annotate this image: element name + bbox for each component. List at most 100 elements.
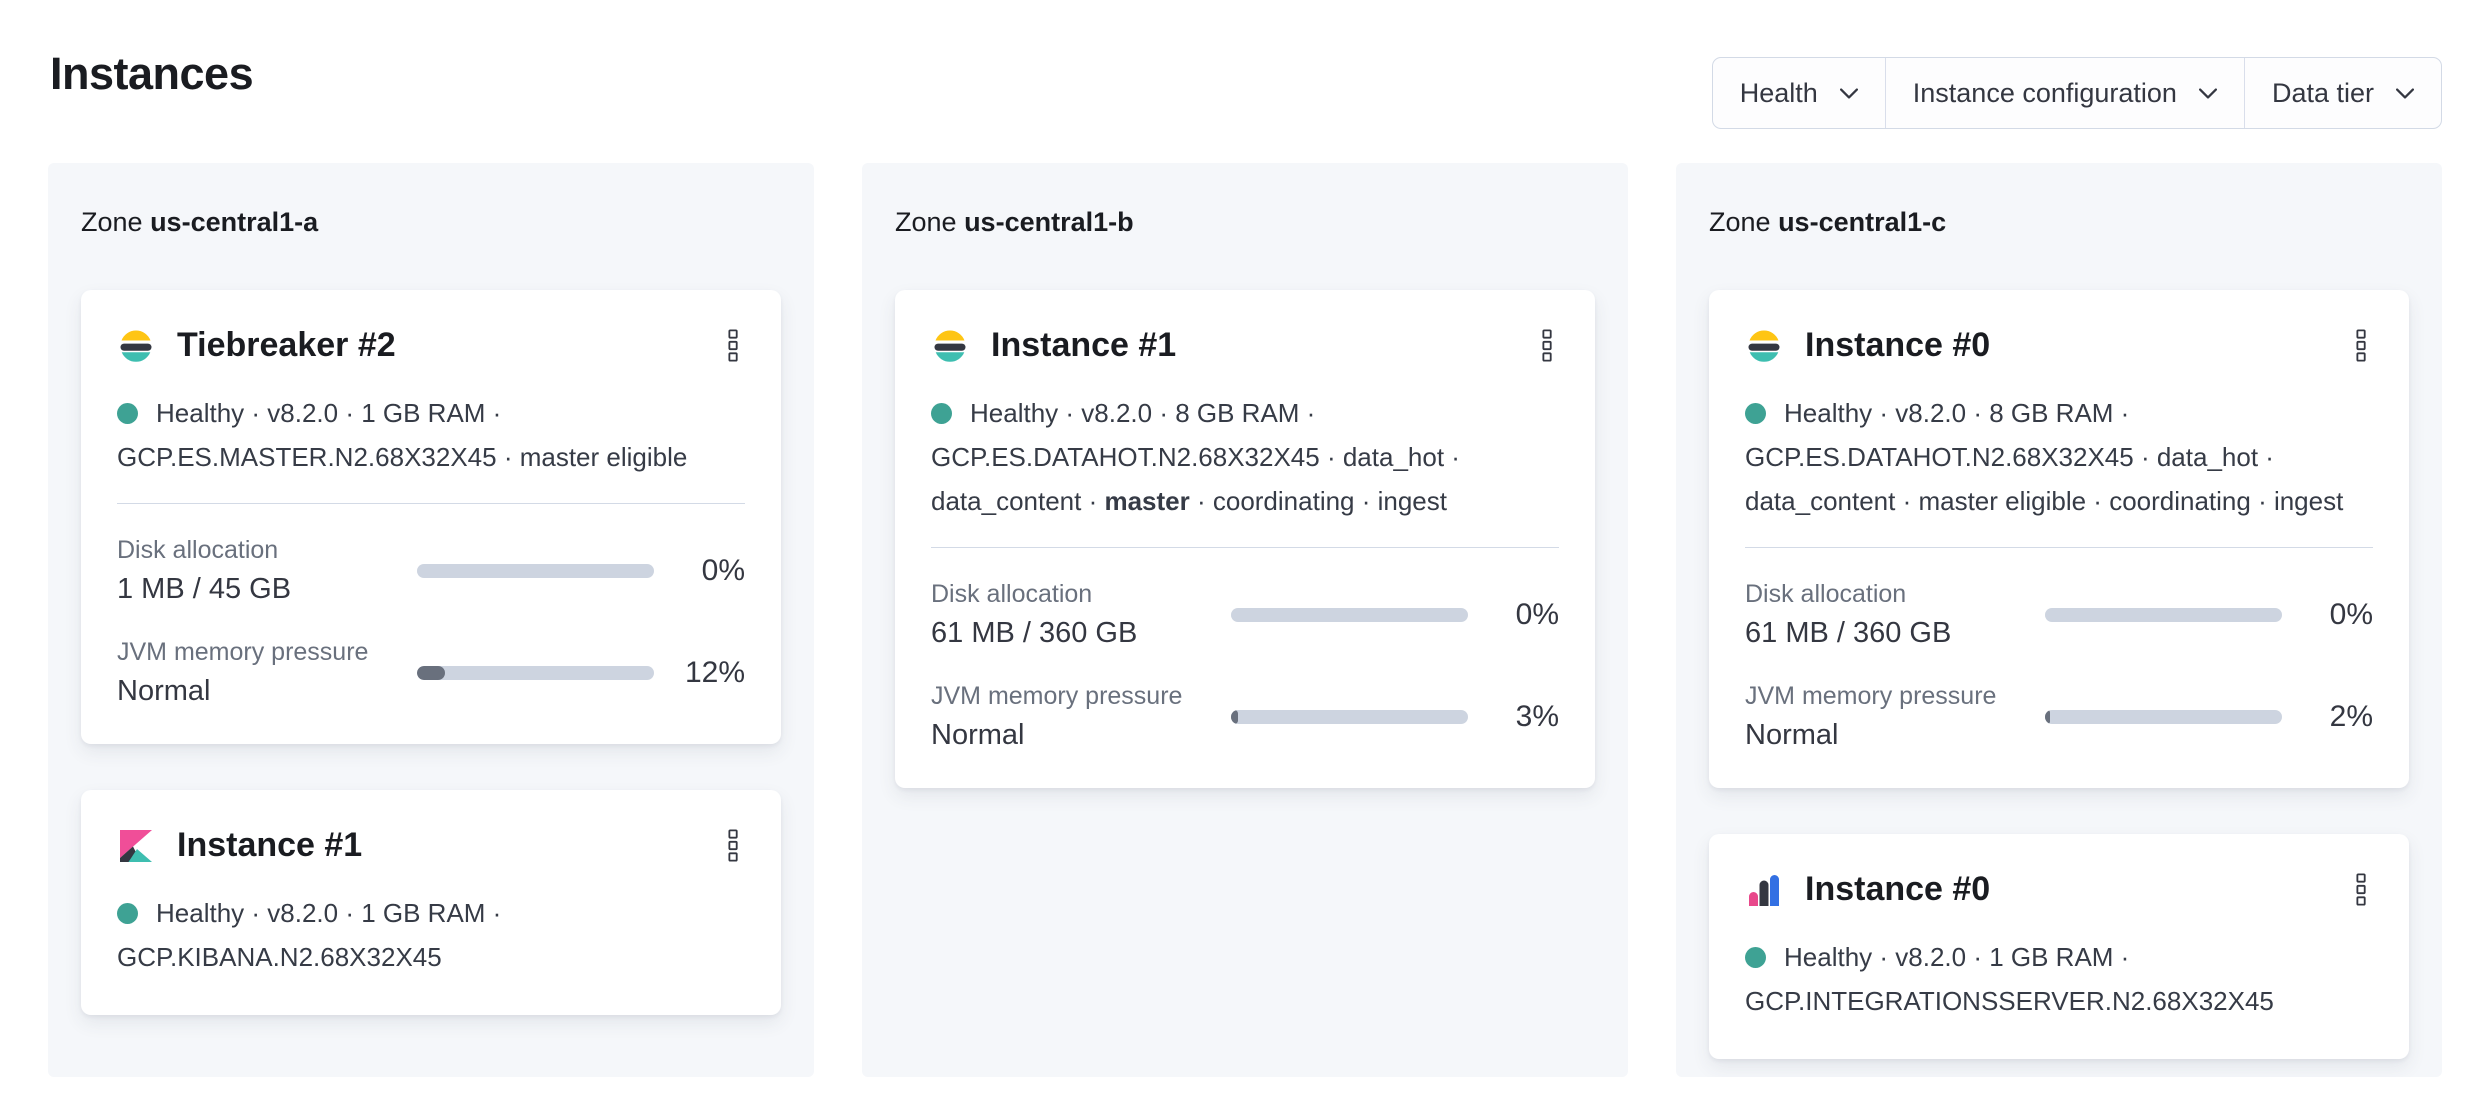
metric-row-jvm: JVM memory pressure Normal 12% bbox=[117, 638, 745, 708]
chevron-down-icon bbox=[1839, 87, 1858, 99]
metric-label: Disk allocation bbox=[117, 536, 279, 564]
card-divider bbox=[931, 547, 1559, 548]
boxes-vertical-icon bbox=[2356, 873, 2366, 906]
instance-card-es-1: Instance #1 Healthy · v8.2.0 · 8 GB RAM … bbox=[895, 290, 1595, 788]
card-meta: Healthy · v8.2.0 · 1 GB RAM · GCP.KIBANA… bbox=[117, 891, 745, 979]
health-status-dot bbox=[1745, 402, 1766, 424]
card-title: Instance #1 bbox=[177, 826, 363, 864]
elasticsearch-logo-icon bbox=[120, 330, 152, 362]
integrations-server-logo-icon bbox=[1749, 874, 1779, 906]
filter-data-tier-label: Data tier bbox=[2271, 77, 2374, 108]
roles-post: · coordinating · ingest bbox=[1189, 486, 1447, 516]
zone-label-prefix: Zone bbox=[895, 207, 957, 237]
progress-bar bbox=[2045, 608, 2282, 622]
instance-config-line: GCP.ES.MASTER.N2.68X32X45 · master eligi… bbox=[117, 442, 688, 472]
health-status-dot bbox=[117, 902, 138, 924]
chevron-down-icon bbox=[2198, 87, 2217, 99]
zone-name: us-central1-b bbox=[964, 207, 1134, 237]
health-status-dot bbox=[117, 402, 138, 424]
zone-name: us-central1-a bbox=[150, 207, 319, 237]
elasticsearch-logo-icon bbox=[934, 330, 966, 362]
status-line: Healthy · v8.2.0 · 1 GB RAM · bbox=[156, 898, 502, 928]
roles-pre: data_content · bbox=[931, 486, 1105, 516]
metric-value: 1 MB / 45 GB bbox=[117, 573, 292, 605]
instance-config-line: GCP.KIBANA.N2.68X32X45 bbox=[117, 942, 442, 972]
metric-label: JVM memory pressure bbox=[1745, 682, 1997, 710]
health-status-dot bbox=[1745, 946, 1766, 968]
card-title: Instance #0 bbox=[1805, 326, 1991, 364]
progress-fill bbox=[2045, 710, 2050, 724]
progress-bar bbox=[417, 564, 654, 578]
page-header: Instances Health Instance configuration … bbox=[0, 0, 2490, 163]
metric-row-disk: Disk allocation 61 MB / 360 GB 0% bbox=[931, 580, 1559, 650]
metric-value: Normal bbox=[931, 719, 1025, 751]
metric-row-jvm: JVM memory pressure Normal 2% bbox=[1745, 682, 2373, 752]
metric-label: Disk allocation bbox=[931, 580, 1093, 608]
kibana-logo-icon bbox=[120, 829, 152, 862]
zone-label: Zone us-central1-a bbox=[81, 207, 781, 238]
elasticsearch-logo-icon bbox=[1748, 330, 1780, 362]
progress-bar bbox=[417, 666, 654, 680]
metric-value: 61 MB / 360 GB bbox=[1745, 617, 1952, 649]
metric-label: JVM memory pressure bbox=[931, 682, 1183, 710]
zone-label-prefix: Zone bbox=[1709, 207, 1771, 237]
metric-row-disk: Disk allocation 61 MB / 360 GB 0% bbox=[1745, 580, 2373, 650]
metric-label: Disk allocation bbox=[1745, 580, 1907, 608]
instance-config-line: GCP.ES.DATAHOT.N2.68X32X45 · data_hot · bbox=[1745, 442, 2274, 472]
zones-container: Zone us-central1-a Tiebreaker #2 Healthy… bbox=[48, 163, 2442, 1077]
zone-label: Zone us-central1-c bbox=[1709, 207, 2409, 238]
card-title: Tiebreaker #2 bbox=[177, 326, 396, 364]
card-menu-button[interactable] bbox=[722, 322, 745, 369]
filter-instance-configuration[interactable]: Instance configuration bbox=[1884, 58, 2244, 128]
metric-value: 61 MB / 360 GB bbox=[931, 617, 1138, 649]
zone-column-us-central1-b: Zone us-central1-b Instance #1 Healthy ·… bbox=[862, 163, 1628, 1077]
status-line: Healthy · v8.2.0 · 1 GB RAM · bbox=[156, 398, 502, 428]
card-meta: Healthy · v8.2.0 · 1 GB RAM · GCP.INTEGR… bbox=[1745, 935, 2373, 1023]
metric-percent: 0% bbox=[2329, 598, 2373, 631]
filters-group: Health Instance configuration Data tier bbox=[1711, 57, 2442, 129]
boxes-vertical-icon bbox=[1542, 329, 1552, 362]
boxes-vertical-icon bbox=[728, 329, 738, 362]
boxes-vertical-icon bbox=[728, 829, 738, 862]
instance-card-kibana-1: Instance #1 Healthy · v8.2.0 · 1 GB RAM … bbox=[81, 790, 781, 1015]
metric-percent: 0% bbox=[701, 554, 745, 587]
metric-value: Normal bbox=[117, 675, 211, 707]
progress-fill bbox=[1231, 710, 1239, 724]
card-meta: Healthy · v8.2.0 · 8 GB RAM · GCP.ES.DAT… bbox=[931, 391, 1559, 523]
card-divider bbox=[117, 503, 745, 504]
filter-health-label: Health bbox=[1739, 77, 1818, 108]
roles-pre: data_content · master eligible · coordin… bbox=[1745, 486, 2344, 516]
progress-bar bbox=[2045, 710, 2282, 724]
card-menu-button[interactable] bbox=[722, 822, 745, 869]
zone-column-us-central1-c: Zone us-central1-c Instance #0 Healthy ·… bbox=[1676, 163, 2442, 1077]
card-menu-button[interactable] bbox=[1536, 322, 1559, 369]
boxes-vertical-icon bbox=[2356, 329, 2366, 362]
instance-card-tiebreaker-2: Tiebreaker #2 Healthy · v8.2.0 · 1 GB RA… bbox=[81, 290, 781, 744]
card-menu-button[interactable] bbox=[2350, 322, 2373, 369]
health-status-dot bbox=[931, 402, 952, 424]
filter-data-tier[interactable]: Data tier bbox=[2243, 58, 2441, 128]
status-line: Healthy · v8.2.0 · 1 GB RAM · bbox=[1784, 942, 2130, 972]
card-menu-button[interactable] bbox=[2350, 866, 2373, 913]
card-title: Instance #1 bbox=[991, 326, 1177, 364]
metric-percent: 2% bbox=[2329, 700, 2373, 733]
progress-bar bbox=[1231, 608, 1468, 622]
card-meta: Healthy · v8.2.0 · 8 GB RAM · GCP.ES.DAT… bbox=[1745, 391, 2373, 523]
card-meta: Healthy · v8.2.0 · 1 GB RAM · GCP.ES.MAS… bbox=[117, 391, 745, 479]
instance-card-es-0: Instance #0 Healthy · v8.2.0 · 8 GB RAM … bbox=[1709, 290, 2409, 788]
filter-health[interactable]: Health bbox=[1713, 58, 1885, 128]
instance-roles-line: data_content · master · coordinating · i… bbox=[931, 479, 1559, 523]
progress-bar bbox=[1231, 710, 1468, 724]
filter-instance-configuration-label: Instance configuration bbox=[1912, 77, 2177, 108]
metric-percent: 0% bbox=[1515, 598, 1559, 631]
metric-percent: 12% bbox=[684, 656, 745, 689]
zone-label-prefix: Zone bbox=[81, 207, 143, 237]
card-divider bbox=[1745, 547, 2373, 548]
roles-bold: master bbox=[1104, 486, 1190, 516]
instance-card-integrations-0: Instance #0 Healthy · v8.2.0 · 1 GB RAM … bbox=[1709, 834, 2409, 1059]
zone-column-us-central1-a: Zone us-central1-a Tiebreaker #2 Healthy… bbox=[48, 163, 814, 1077]
status-line: Healthy · v8.2.0 · 8 GB RAM · bbox=[970, 398, 1316, 428]
instance-config-line: GCP.INTEGRATIONSSERVER.N2.68X32X45 bbox=[1745, 986, 2274, 1016]
metric-value: Normal bbox=[1745, 719, 1839, 751]
chevron-down-icon bbox=[2396, 87, 2414, 99]
